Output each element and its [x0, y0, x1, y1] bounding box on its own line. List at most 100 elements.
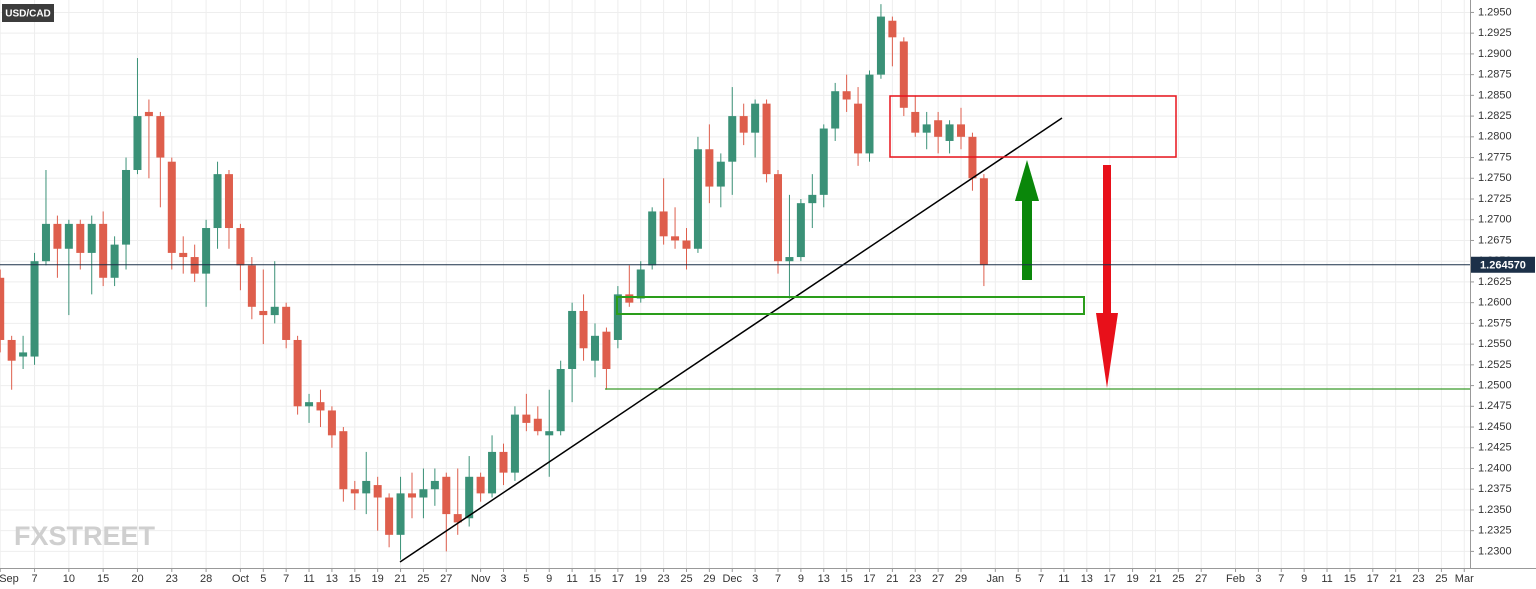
candle-body	[453, 514, 462, 523]
x-tick-label: 28	[200, 573, 212, 585]
x-tick-label: 29	[955, 573, 967, 585]
candle-body	[865, 74, 874, 154]
candle-body	[922, 124, 931, 133]
candle-body	[625, 294, 634, 303]
y-tick-label: 1.2475	[1478, 400, 1512, 412]
candle-body	[774, 174, 783, 262]
candle-body	[373, 485, 382, 498]
candle-body	[122, 169, 131, 245]
candle-body	[190, 257, 199, 274]
candle-body	[808, 194, 817, 204]
x-tick-label: 27	[440, 573, 452, 585]
candle-body	[202, 228, 211, 274]
x-tick-label: Mar	[1455, 573, 1474, 585]
y-tick-label: 1.2350	[1478, 504, 1512, 516]
x-tick-label: 15	[841, 573, 853, 585]
x-tick-label: 11	[303, 573, 314, 585]
candle-body	[533, 418, 542, 432]
x-tick-label: 9	[546, 573, 552, 585]
candle-body	[362, 480, 371, 494]
candle-body	[110, 244, 119, 278]
candle-body	[53, 223, 62, 249]
x-tick-label: 3	[752, 573, 758, 585]
candle-body	[224, 174, 233, 229]
x-tick-label: 25	[680, 573, 692, 585]
candle-body	[556, 368, 565, 432]
candle-body	[213, 174, 222, 229]
y-tick-label: 1.2825	[1478, 110, 1512, 122]
x-tick-label: 21	[394, 573, 406, 585]
arrow-down-head	[1096, 313, 1118, 388]
candle-body	[396, 493, 405, 535]
candle-body	[705, 149, 714, 187]
x-tick-label: 7	[1278, 573, 1284, 585]
x-tick-label: 13	[326, 573, 338, 585]
candle-body	[854, 103, 863, 154]
candle-body	[648, 211, 657, 266]
candle-body	[728, 116, 737, 162]
y-tick-label: 1.2300	[1478, 545, 1512, 557]
candle-body	[785, 257, 794, 262]
y-tick-label: 1.2375	[1478, 483, 1512, 495]
candle-body	[156, 116, 165, 158]
candle-body	[19, 352, 28, 357]
x-tick-label: 25	[417, 573, 429, 585]
candle-body	[419, 489, 428, 498]
x-tick-label: Dec	[722, 573, 742, 585]
x-tick-label: 11	[566, 573, 577, 585]
y-tick-label: 1.2600	[1478, 297, 1512, 309]
candle-body	[876, 16, 885, 75]
axes: 1.2300 1.2325 1.2350 1.2375 1.2400 1.2425 1.24…	[0, 6, 1535, 585]
candle-body	[30, 261, 39, 357]
y-tick-label: 1.2875	[1478, 69, 1512, 81]
x-tick-label: 7	[31, 573, 37, 585]
x-tick-label: 13	[1081, 573, 1093, 585]
candle-body	[899, 41, 908, 108]
candle-body	[99, 223, 108, 278]
x-tick-label: Sep	[0, 573, 19, 585]
x-tick-label: 15	[349, 573, 361, 585]
candle-body	[659, 211, 668, 237]
y-tick-label: 1.2500	[1478, 379, 1512, 391]
x-tick-label: 5	[1015, 573, 1021, 585]
y-tick-label: 1.2675	[1478, 234, 1512, 246]
x-tick-label: 25	[1172, 573, 1184, 585]
x-tick-label: 15	[589, 573, 601, 585]
x-tick-label: 13	[818, 573, 830, 585]
candle-body	[545, 431, 554, 436]
x-tick-label: Oct	[232, 573, 249, 585]
candle-body	[911, 111, 920, 133]
trend-line	[399, 117, 1063, 563]
x-tick-label: 20	[131, 573, 143, 585]
arrow-up-head	[1015, 160, 1039, 201]
candle-body	[442, 476, 451, 515]
y-tick-label: 1.2575	[1478, 317, 1512, 329]
candle-body	[247, 265, 256, 307]
y-tick-label: 1.2775	[1478, 151, 1512, 163]
y-tick-label: 1.2625	[1478, 276, 1512, 288]
candle-body	[64, 223, 73, 249]
candle-body	[282, 306, 291, 340]
y-tick-label: 1.2900	[1478, 48, 1512, 60]
x-tick-label: 17	[1104, 573, 1116, 585]
arrow-down-shaft	[1103, 165, 1111, 315]
y-tick-label: 1.2525	[1478, 359, 1512, 371]
y-tick-label: 1.2925	[1478, 27, 1512, 39]
candle-body	[613, 294, 622, 340]
y-tick-label: 1.2750	[1478, 172, 1512, 184]
title-box	[2, 4, 54, 22]
candles	[0, 4, 988, 560]
candle-body	[144, 111, 153, 117]
candle-body	[602, 331, 611, 369]
x-tick-label: 7	[775, 573, 781, 585]
y-tick-label: 1.2800	[1478, 131, 1512, 143]
x-tick-label: 21	[886, 573, 898, 585]
watermark: FXSTREET	[14, 521, 156, 551]
y-tick-label: 1.2950	[1478, 6, 1512, 18]
candle-body	[510, 414, 519, 473]
x-tick-label: 11	[1058, 573, 1069, 585]
x-tick-label: 10	[63, 573, 75, 585]
candle-body	[316, 402, 325, 411]
